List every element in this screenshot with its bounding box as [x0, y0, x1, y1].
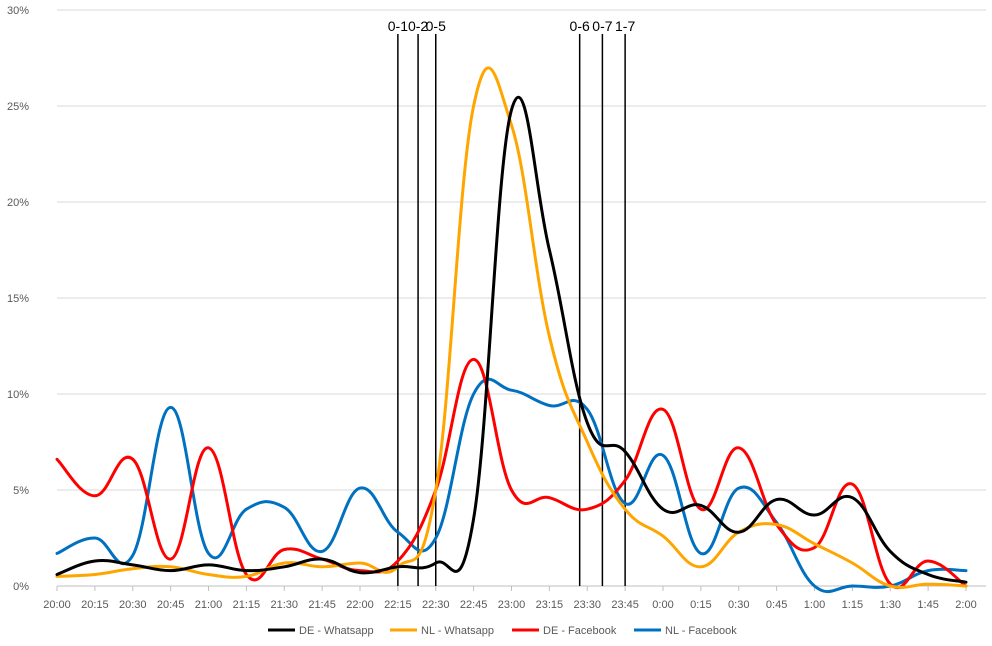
x-tick-label: 20:30 [119, 599, 147, 611]
x-tick-label: 21:00 [195, 599, 223, 611]
x-tick-label: 22:45 [460, 599, 488, 611]
event-label: 0-6 [570, 18, 590, 34]
y-tick-label: 15% [7, 293, 29, 305]
y-tick-label: 20% [7, 197, 29, 209]
series-line-de-facebook [55, 357, 968, 589]
series-line-nl-whatsapp [55, 66, 968, 589]
series-line-nl-facebook [55, 377, 968, 594]
y-tick-label: 30% [7, 5, 29, 17]
event-label: 0-5 [426, 18, 446, 34]
x-tick-label: 0:45 [766, 599, 787, 611]
y-axis-ticks: 0% 5% 10% 15% 20% 25% 30% [7, 5, 29, 593]
x-tick-label: 20:15 [81, 599, 109, 611]
y-tick-label: 5% [13, 485, 29, 497]
x-tick-label: 21:30 [270, 599, 298, 611]
x-tick-label: 1:00 [804, 599, 825, 611]
x-tick-label: 2:00 [955, 599, 976, 611]
legend: DE - Whatsapp NL - Whatsapp DE - Facebook N… [268, 625, 737, 637]
x-tick-label: 22:15 [384, 599, 412, 611]
y-tick-label: 0% [13, 581, 29, 593]
x-tick-label: 23:45 [611, 599, 639, 611]
legend-label: DE - Facebook [543, 625, 617, 637]
x-tick-label: 20:45 [157, 599, 185, 611]
x-tick-label: 21:15 [233, 599, 261, 611]
x-tick-label: 0:30 [728, 599, 749, 611]
x-tick-label: 0:00 [652, 599, 673, 611]
x-tick-label: 21:45 [308, 599, 336, 611]
event-markers: 0-1 0-20-5 0-6 0-7 1-7 [388, 18, 635, 586]
event-label: 0-7 [592, 18, 612, 34]
legend-label: NL - Whatsapp [421, 625, 494, 637]
y-tick-label: 25% [7, 101, 29, 113]
x-axis: 20:00 20:15 20:30 20:45 21:00 21:15 21:30 21:45… [43, 586, 977, 611]
series-lines [55, 66, 968, 594]
event-label: 1-7 [615, 18, 635, 34]
x-tick-label: 1:30 [880, 599, 901, 611]
x-tick-label: 20:00 [43, 599, 71, 611]
x-tick-label: 0:15 [690, 599, 711, 611]
y-tick-label: 10% [7, 389, 29, 401]
gridlines [57, 9, 986, 587]
x-tick-label: 23:30 [573, 599, 601, 611]
event-label: 0-1 [388, 18, 408, 34]
series-line-de-whatsapp [55, 95, 968, 584]
x-tick-label: 22:00 [346, 599, 374, 611]
x-tick-label: 23:00 [498, 599, 526, 611]
x-tick-label: 22:30 [422, 599, 450, 611]
legend-label: DE - Whatsapp [299, 625, 374, 637]
x-tick-label: 1:45 [917, 599, 938, 611]
x-tick-label: 1:15 [842, 599, 863, 611]
legend-label: NL - Facebook [665, 625, 737, 637]
x-tick-label: 23:15 [536, 599, 564, 611]
event-label: 0-2 [408, 18, 428, 34]
